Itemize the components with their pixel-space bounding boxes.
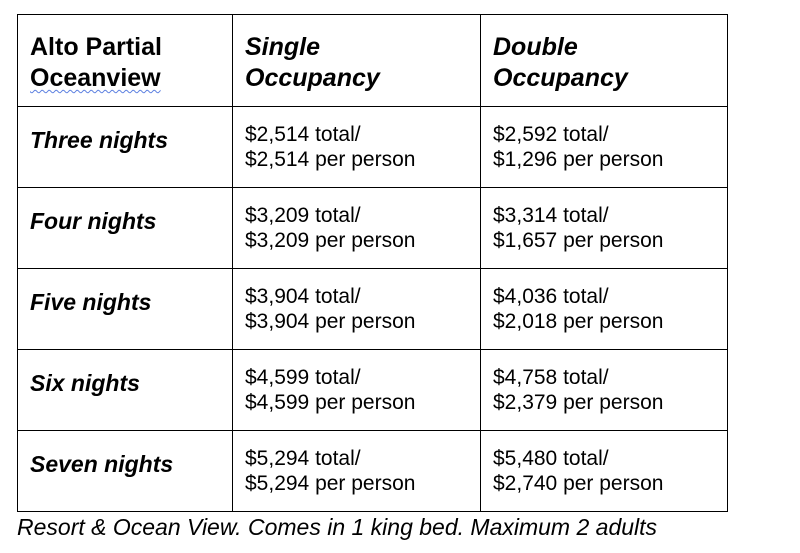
double-per-person: $2,740 per person xyxy=(493,472,664,495)
double-price-cell: $2,592 total/ $1,296 per person xyxy=(480,106,728,188)
room-description-footnote: Resort & Ocean View. Comes in 1 king bed… xyxy=(17,514,658,540)
nights-label: Four nights xyxy=(30,208,157,234)
nights-cell: Three nights xyxy=(17,106,233,188)
double-per-person: $1,296 per person xyxy=(493,148,664,171)
room-type-header-cell: Alto Partial Oceanview xyxy=(17,14,233,107)
nights-cell: Four nights xyxy=(17,187,233,269)
single-price-cell: $3,209 total/ $3,209 per person xyxy=(232,187,481,269)
single-occupancy-header-cell: Single Occupancy xyxy=(232,14,481,107)
single-per-person: $3,904 per person xyxy=(245,310,416,333)
single-price-cell: $5,294 total/ $5,294 per person xyxy=(232,430,481,512)
double-per-person: $2,018 per person xyxy=(493,310,664,333)
single-price-cell: $3,904 total/ $3,904 per person xyxy=(232,268,481,350)
nights-cell: Five nights xyxy=(17,268,233,350)
header-row: Alto Partial Oceanview Single Occupancy … xyxy=(17,14,728,107)
double-total: $3,314 total/ xyxy=(493,204,609,227)
single-per-person: $3,209 per person xyxy=(245,229,416,252)
double-header-line-2: Occupancy xyxy=(493,64,628,92)
table-row: Three nights $2,514 total/ $2,514 per pe… xyxy=(17,106,728,188)
single-header-line-1: Single xyxy=(245,33,321,61)
double-header-line-1: Double xyxy=(493,33,578,61)
double-total: $2,592 total/ xyxy=(493,123,609,146)
double-total: $4,036 total/ xyxy=(493,285,609,308)
double-occupancy-header-cell: Double Occupancy xyxy=(480,14,728,107)
single-total: $4,599 total/ xyxy=(245,366,361,389)
double-price-cell: $4,036 total/ $2,018 per person xyxy=(480,268,728,350)
table-row: Four nights $3,209 total/ $3,209 per per… xyxy=(17,187,728,269)
nights-cell: Seven nights xyxy=(17,430,233,512)
single-price-cell: $2,514 total/ $2,514 per person xyxy=(232,106,481,188)
single-per-person: $2,514 per person xyxy=(245,148,416,171)
single-per-person: $4,599 per person xyxy=(245,391,416,414)
double-total: $4,758 total/ xyxy=(493,366,609,389)
nights-label: Seven nights xyxy=(30,451,174,477)
nights-cell: Six nights xyxy=(17,349,233,431)
single-price-cell: $4,599 total/ $4,599 per person xyxy=(232,349,481,431)
double-per-person: $2,379 per person xyxy=(493,391,664,414)
double-price-cell: $5,480 total/ $2,740 per person xyxy=(480,430,728,512)
single-header-line-2: Occupancy xyxy=(245,64,380,92)
single-total: $3,904 total/ xyxy=(245,285,361,308)
double-price-cell: $4,758 total/ $2,379 per person xyxy=(480,349,728,431)
pricing-table: Alto Partial Oceanview Single Occupancy … xyxy=(17,14,728,512)
nights-label: Three nights xyxy=(30,127,169,153)
double-total: $5,480 total/ xyxy=(493,447,609,470)
single-per-person: $5,294 per person xyxy=(245,472,416,495)
nights-label: Five nights xyxy=(30,289,152,315)
room-title-line-2: Oceanview xyxy=(30,64,161,92)
single-total: $3,209 total/ xyxy=(245,204,361,227)
table-row: Five nights $3,904 total/ $3,904 per per… xyxy=(17,268,728,350)
table-row: Seven nights $5,294 total/ $5,294 per pe… xyxy=(17,430,728,512)
table-row: Six nights $4,599 total/ $4,599 per pers… xyxy=(17,349,728,431)
nights-label: Six nights xyxy=(30,370,140,396)
double-price-cell: $3,314 total/ $1,657 per person xyxy=(480,187,728,269)
single-total: $2,514 total/ xyxy=(245,123,361,146)
room-title-line-1: Alto Partial xyxy=(30,33,162,61)
single-total: $5,294 total/ xyxy=(245,447,361,470)
double-per-person: $1,657 per person xyxy=(493,229,664,252)
